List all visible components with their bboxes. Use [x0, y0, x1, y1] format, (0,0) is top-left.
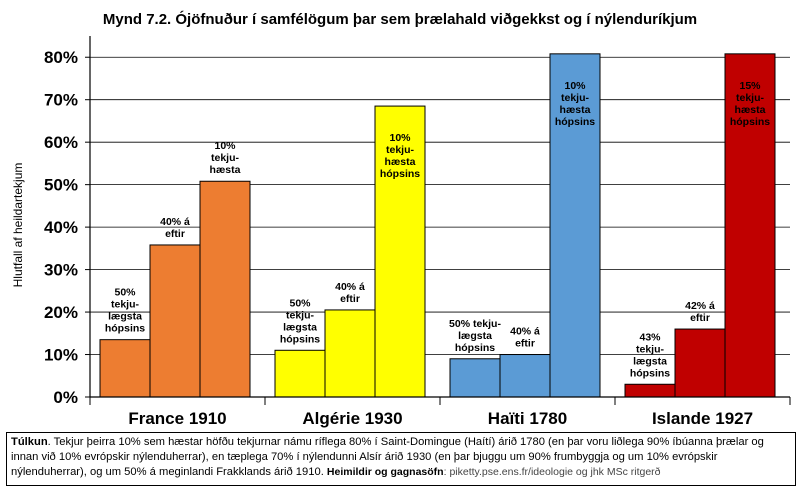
- bar-data-label: 43% tekju-lægsta hópsins: [630, 331, 670, 379]
- y-tick-label: 30%: [44, 261, 78, 280]
- bar-data-labels: 50% tekju-lægsta hópsins 40% á eftir 10% tekju…: [105, 80, 770, 379]
- bar: [624, 383, 676, 398]
- y-axis-label: Hlutfall af heildartekjum: [11, 163, 25, 288]
- x-group-label: Algérie 1930: [302, 409, 402, 428]
- bar: [674, 328, 726, 398]
- bar: [449, 358, 501, 398]
- x-group-label: France 1910: [128, 409, 226, 428]
- x-group-label: Haïti 1780: [488, 409, 567, 428]
- bar: [724, 53, 776, 398]
- bar-series: [99, 53, 776, 398]
- bar: [199, 180, 251, 398]
- bar-data-label: 10% tekju-hæsta hópsins: [380, 132, 420, 180]
- bar-data-label: 40% á eftir: [510, 326, 540, 350]
- caption-text: . Tekjur þeirra 10% sem hæstar höfðu tek…: [11, 436, 764, 478]
- bar: [549, 53, 601, 398]
- bar-data-label: 10% tekju-hæsta: [210, 140, 241, 176]
- bar-chart: Mynd 7.2. Ójöfnuður í samfélögum þar sem…: [11, 10, 791, 428]
- bar-data-label: 50% tekju-lægsta hópsins: [449, 318, 501, 354]
- bar: [374, 105, 426, 398]
- bar: [324, 309, 376, 398]
- x-axis-group-labels: France 1910 Algérie 1930 Haïti 1780 Islande…: [128, 409, 753, 428]
- y-tick-label: 20%: [44, 303, 78, 322]
- bar-data-label: 10% tekju-hæsta hópsins: [555, 80, 595, 128]
- y-tick-label: 50%: [44, 176, 78, 195]
- y-tick-label: 60%: [44, 133, 78, 152]
- caption-sources-label: Heimildir og gagnasöfn: [326, 466, 444, 478]
- bar-data-label: 40% á eftir: [160, 216, 190, 240]
- y-tick-label: 10%: [44, 346, 78, 365]
- y-axis-ticks: 0% 10% 20% 30% 40% 50% 60% 70% 80%: [44, 48, 90, 407]
- caption-sources: : piketty.pse.ens.fr/ideologie og jhk MS…: [443, 466, 661, 478]
- chart-caption: Túlkun. Tekjur þeirra 10% sem hæstar höf…: [6, 432, 796, 486]
- bar: [274, 349, 326, 398]
- bar: [149, 244, 201, 398]
- caption-lead: Túlkun: [11, 436, 48, 448]
- bar-data-label: 15% tekju-hæsta hópsins: [730, 80, 770, 128]
- y-tick-label: 70%: [44, 91, 78, 110]
- y-tick-label: 40%: [44, 218, 78, 237]
- chart-axes: [89, 36, 791, 405]
- bar-data-label: 42% á eftir: [685, 300, 715, 324]
- bar-data-label: 50% tekju-lægsta hópsins: [280, 297, 320, 345]
- bar-data-label: 50% tekju-lægsta hópsins: [105, 287, 145, 335]
- chart-title: Mynd 7.2. Ójöfnuður í samfélögum þar sem…: [103, 10, 697, 28]
- bar: [99, 339, 151, 398]
- y-tick-label: 80%: [44, 48, 78, 67]
- y-tick-label: 0%: [53, 388, 78, 407]
- bar: [499, 354, 551, 398]
- x-group-label: Islande 1927: [652, 409, 753, 428]
- bar-data-label: 40% á eftir: [335, 281, 365, 305]
